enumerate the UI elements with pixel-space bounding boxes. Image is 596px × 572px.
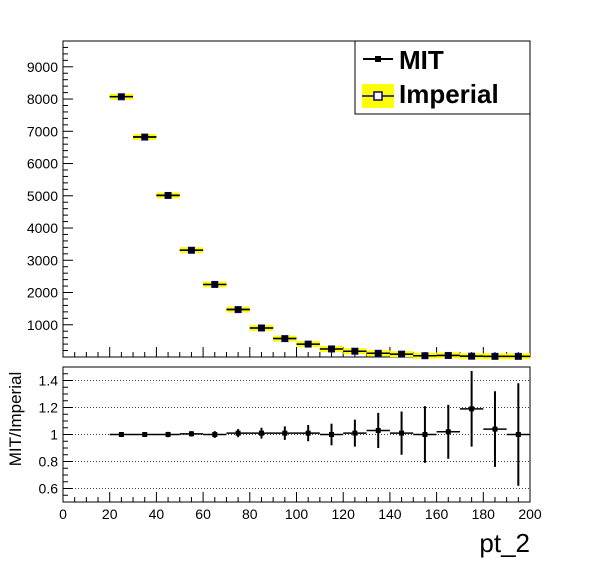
- ratio-y-tick-label: 1: [50, 427, 58, 443]
- main-y-tick-label: 2000: [27, 285, 58, 301]
- x-axis-title: pt_2: [479, 528, 530, 558]
- mit-point: [282, 335, 288, 341]
- ratio-x-tick-label: 140: [378, 506, 402, 522]
- ratio-point: [422, 432, 428, 437]
- ratio-point: [399, 430, 405, 436]
- main-y-tick-label: 8000: [27, 91, 58, 107]
- ratio-point: [445, 429, 451, 435]
- mit-point: [118, 93, 124, 99]
- ratio-x-tick-label: 0: [59, 506, 67, 522]
- ratio-x-tick-label: 200: [518, 506, 542, 522]
- mit-point: [445, 352, 451, 358]
- ratio-y-tick-label: 0.8: [39, 454, 59, 470]
- ratio-x-tick-label: 60: [195, 506, 211, 522]
- main-y-axis: 1000 2000 3000 4000 5000 6000 7000 8000 9000: [27, 40, 73, 352]
- ratio-point: [142, 432, 148, 437]
- mit-point: [492, 353, 498, 359]
- mit-point: [235, 306, 241, 312]
- mit-point: [515, 353, 521, 359]
- main-y-tick-label: 7000: [27, 123, 58, 139]
- main-y-tick-label: 4000: [27, 220, 58, 236]
- ratio-x-axis: 0 20 40 60 80 100 120 140 160 180 200: [59, 492, 542, 522]
- ratio-point: [235, 430, 241, 436]
- ratio-x-tick-label: 20: [102, 506, 118, 522]
- ratio-x-tick-label: 160: [425, 506, 449, 522]
- ratio-point: [469, 406, 475, 412]
- ratio-series: [109, 371, 530, 486]
- mit-point: [165, 192, 171, 198]
- mit-point: [305, 341, 311, 347]
- ratio-x-tick-label: 120: [332, 506, 356, 522]
- ratio-point: [212, 432, 218, 437]
- ratio-point: [118, 432, 124, 437]
- mit-point: [258, 325, 264, 331]
- mit-point: [422, 353, 428, 359]
- legend-imperial-marker: [373, 91, 383, 101]
- ratio-point: [515, 432, 521, 437]
- ratio-point: [282, 430, 288, 436]
- ratio-y-tick-label: 0.6: [39, 481, 59, 497]
- ratio-point: [375, 427, 381, 433]
- main-y-tick-label: 6000: [27, 156, 58, 172]
- ratio-y-tick-label: 1.2: [39, 400, 59, 416]
- ratio-x-tick-label: 40: [149, 506, 165, 522]
- mit-point: [375, 350, 381, 356]
- mit-point: [469, 353, 475, 359]
- ratio-point: [352, 430, 358, 436]
- legend-mit-marker: [375, 56, 381, 62]
- main-y-tick-label: 1000: [27, 317, 58, 333]
- mit-point: [399, 351, 405, 357]
- ratio-point: [329, 432, 335, 437]
- mit-point: [329, 346, 335, 352]
- legend-imperial-label: Imperial: [399, 79, 499, 109]
- ratio-point: [165, 432, 171, 437]
- ratio-x-tick-label: 180: [472, 506, 496, 522]
- main-y-tick-label: 3000: [27, 252, 58, 268]
- y-axis-title: MIT/Imperial: [6, 372, 25, 466]
- mit-point: [212, 281, 218, 287]
- ratio-y-tick-label: 1.4: [39, 373, 59, 389]
- ratio-x-tick-label: 100: [285, 506, 309, 522]
- mit-point: [142, 134, 148, 140]
- ratio-y-axis: 0.6 0.8 1 1.2 1.4: [39, 366, 73, 497]
- ratio-point: [305, 430, 311, 436]
- ratio-point: [258, 430, 264, 436]
- main-y-tick-label: 5000: [27, 188, 58, 204]
- mit-point: [188, 247, 194, 253]
- main-series: [109, 93, 530, 360]
- mit-point: [352, 348, 358, 354]
- ratio-x-tick-label: 80: [242, 506, 258, 522]
- legend: MIT Imperial: [354, 40, 531, 115]
- main-y-tick-label: 9000: [27, 59, 58, 75]
- ratio-point: [188, 431, 194, 437]
- ratio-point: [492, 426, 498, 432]
- legend-mit-label: MIT: [399, 45, 444, 75]
